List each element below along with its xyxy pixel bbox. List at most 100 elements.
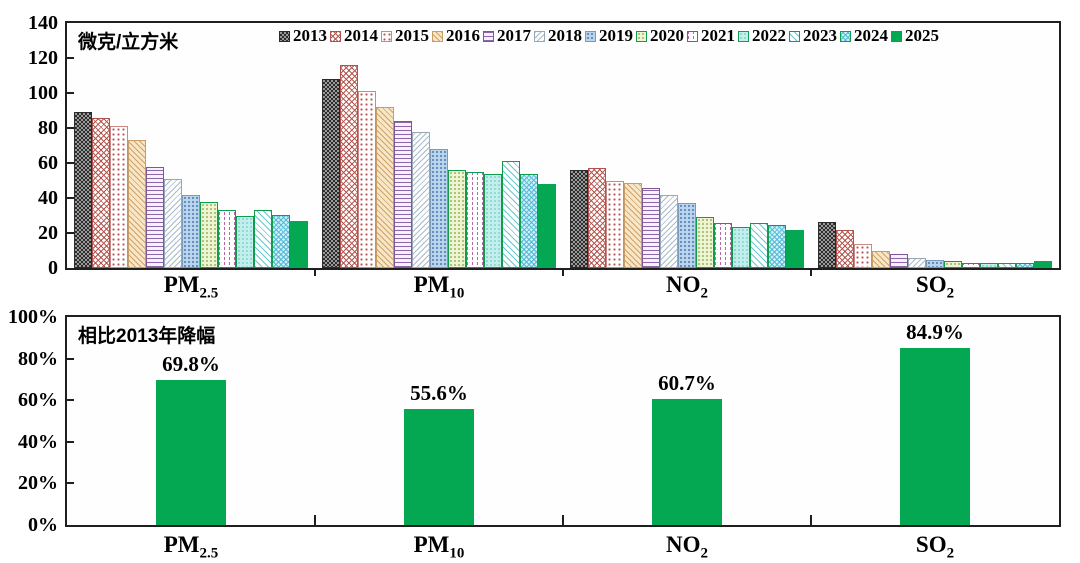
legend-label: 2016 (446, 26, 480, 46)
y-axis-tick-mark (67, 232, 74, 234)
bar-2025-SO2 (1034, 261, 1052, 268)
bar-2015-NO2 (606, 181, 624, 269)
x-axis-tick-mark (562, 268, 564, 276)
bar-2013-PM10 (322, 79, 340, 268)
legend-marker-2017 (483, 31, 494, 42)
category-label-PM2.5: PM2.5 (111, 272, 271, 303)
y-axis-tick-label: 20 (6, 221, 58, 245)
legend-marker-2019 (585, 31, 596, 42)
reduction-value-SO2: 84.9% (855, 320, 1015, 345)
bar-2016-SO2 (872, 251, 890, 269)
category-base: SO (916, 532, 947, 557)
legend-label: 2019 (599, 26, 633, 46)
category-subscript: 2 (947, 286, 955, 302)
reduction-bar-PM10 (404, 409, 474, 525)
bar-2020-PM2.5 (200, 202, 218, 269)
bar-2018-NO2 (660, 195, 678, 269)
bar-2022-SO2 (980, 263, 998, 268)
bar-2022-PM10 (484, 174, 502, 269)
legend-marker-2025 (891, 31, 902, 42)
bar-2023-NO2 (750, 223, 768, 269)
bar-2023-PM2.5 (254, 210, 272, 268)
y-axis-tick-label: 80% (6, 347, 58, 371)
reduction-title: 相比2013年降幅 (78, 321, 215, 348)
bar-2014-PM2.5 (92, 118, 110, 269)
air-quality-dashboard: 020406080100120140 微克/立方米 20132014201520… (0, 0, 1080, 563)
category-label-SO2: SO2 (855, 272, 1015, 303)
bar-2024-PM2.5 (272, 215, 290, 268)
y-axis-tick-label: 40 (6, 186, 58, 210)
bar-2014-PM10 (340, 65, 358, 268)
legend-marker-2015 (381, 31, 392, 42)
y-axis-tick-label: 140 (6, 11, 58, 35)
y-axis-tick-label: 120 (6, 46, 58, 70)
category-subscript: 2.5 (200, 286, 219, 302)
legend-label: 2024 (854, 26, 888, 46)
legend-item-2025: 2025 (891, 26, 939, 46)
legend-item-2022: 2022 (738, 26, 786, 46)
y-axis-tick-mark (67, 482, 74, 484)
legend-item-2015: 2015 (381, 26, 429, 46)
bar-2021-NO2 (714, 223, 732, 269)
category-label-SO2: SO2 (855, 532, 1015, 563)
bar-2025-PM2.5 (290, 221, 308, 268)
category-base: PM (164, 272, 200, 297)
legend-label: 2015 (395, 26, 429, 46)
bar-2019-PM10 (430, 149, 448, 268)
legend-label: 2020 (650, 26, 684, 46)
legend-item-2017: 2017 (483, 26, 531, 46)
bar-2020-PM10 (448, 170, 466, 268)
x-axis-tick-mark (314, 268, 316, 276)
legend-item-2023: 2023 (789, 26, 837, 46)
bar-2023-PM10 (502, 161, 520, 268)
bar-2017-PM2.5 (146, 167, 164, 269)
bar-2022-NO2 (732, 227, 750, 268)
unit-label: 微克/立方米 (78, 27, 178, 54)
bar-2013-NO2 (570, 170, 588, 268)
legend-item-2024: 2024 (840, 26, 888, 46)
x-axis-tick-mark (810, 268, 812, 276)
y-axis-tick-mark (67, 441, 74, 443)
legend-label: 2017 (497, 26, 531, 46)
bar-2025-NO2 (786, 230, 804, 269)
category-subscript: 2 (947, 546, 955, 562)
y-axis-tick-mark (67, 399, 74, 401)
legend-item-2013: 2013 (279, 26, 327, 46)
bar-2022-PM2.5 (236, 216, 254, 269)
y-axis-tick-label: 100 (6, 81, 58, 105)
bar-2024-SO2 (1016, 263, 1034, 268)
bar-2017-PM10 (394, 121, 412, 268)
bar-2016-PM10 (376, 107, 394, 268)
y-axis-tick-label: 20% (6, 471, 58, 495)
y-axis-tick-mark (67, 197, 74, 199)
concentration-plot-area: 微克/立方米 201320142015201620172018201920202… (65, 21, 1061, 270)
y-axis-tick-label: 60% (6, 388, 58, 412)
reduction-value-NO2: 60.7% (607, 371, 767, 396)
reduction-bar-NO2 (652, 399, 722, 525)
bar-2017-SO2 (890, 254, 908, 268)
bar-2020-NO2 (696, 217, 714, 268)
y-axis-tick-mark (67, 162, 74, 164)
legend-marker-2023 (789, 31, 800, 42)
reduction-plot-area: 相比2013年降幅 (65, 315, 1061, 527)
legend-label: 2025 (905, 26, 939, 46)
bar-2025-PM10 (538, 184, 556, 268)
y-axis-tick-label: 40% (6, 430, 58, 454)
bar-2015-PM2.5 (110, 126, 128, 268)
category-base: NO (666, 272, 701, 297)
bar-2015-SO2 (854, 244, 872, 268)
legend-marker-2022 (738, 31, 749, 42)
bar-2018-PM10 (412, 132, 430, 269)
legend-item-2018: 2018 (534, 26, 582, 46)
bar-2020-SO2 (944, 261, 962, 268)
category-base: NO (666, 532, 701, 557)
bar-2018-PM2.5 (164, 179, 182, 268)
bar-2024-NO2 (768, 225, 786, 268)
legend-label: 2018 (548, 26, 582, 46)
legend-item-2021: 2021 (687, 26, 735, 46)
category-subscript: 10 (449, 286, 464, 302)
bar-2024-PM10 (520, 174, 538, 269)
y-axis-tick-label: 0% (6, 513, 58, 537)
y-axis-tick-mark (67, 358, 74, 360)
category-subscript: 10 (449, 546, 464, 562)
